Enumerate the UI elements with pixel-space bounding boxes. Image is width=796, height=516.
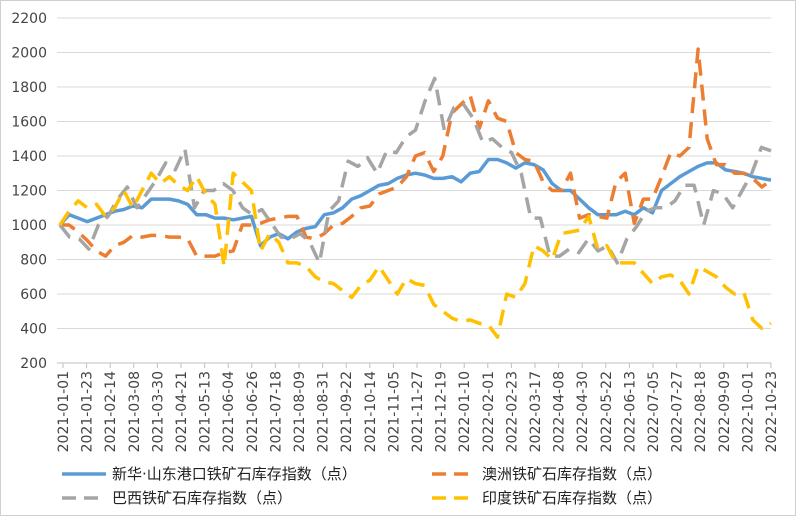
x-tick-label: 2022-08-18 — [693, 371, 709, 452]
x-tick-label: 2021-01-23 — [80, 371, 96, 452]
series-line-3 — [58, 171, 772, 339]
x-tick-label: 2021-08-09 — [292, 371, 308, 452]
x-tick-label: 2021-02-14 — [103, 371, 119, 452]
x-tick-label: 2021-03-08 — [127, 371, 143, 452]
x-axis: 2021-01-01 2021-01-23 2021-02-14 2021-03-08… — [56, 363, 780, 452]
x-tick-label: 2021-05-13 — [198, 371, 214, 452]
x-tick-label: 2021-06-26 — [245, 371, 261, 452]
x-tick-label: 2021-06-04 — [221, 371, 237, 452]
x-tick-label: 2021-01-01 — [56, 371, 72, 452]
x-tick-label: 2021-07-18 — [268, 371, 284, 452]
x-tick-label: 2022-04-08 — [552, 371, 568, 452]
y-tick-label: 1800 — [11, 80, 47, 96]
x-tick-label: 2022-07-05 — [646, 371, 662, 452]
x-tick-label: 2022-06-13 — [622, 371, 638, 452]
x-tick-label: 2022-03-17 — [528, 371, 544, 452]
x-tick-label: 2022-05-22 — [599, 371, 615, 452]
x-tick-label: 2022-10-23 — [764, 371, 780, 452]
series-lines — [58, 47, 773, 339]
y-tick-label: 800 — [20, 253, 47, 269]
y-tick-label: 1200 — [11, 184, 47, 200]
x-tick-label: 2021-08-31 — [316, 371, 332, 452]
x-tick-label: 2021-12-19 — [434, 371, 450, 452]
y-tick-label: 200 — [20, 356, 47, 372]
legend-label-1: 澳洲铁矿石库存指数（点） — [482, 465, 662, 483]
y-tick-label: 400 — [20, 322, 47, 338]
y-tick-label: 2200 — [11, 11, 47, 27]
legend-label-2: 巴西铁矿石库存指数（点） — [112, 489, 292, 507]
gridlines — [57, 17, 771, 364]
x-tick-label: 2021-11-05 — [386, 371, 402, 452]
x-tick-label: 2022-07-27 — [670, 371, 686, 452]
series-line-2 — [58, 76, 772, 265]
x-tick-label: 2022-01-10 — [457, 371, 473, 452]
y-tick-label: 600 — [20, 287, 47, 303]
legend: 新华·山东港口铁矿石库存指数（点） 澳洲铁矿石库存指数（点） 巴西铁矿石库存指数（点… — [62, 465, 662, 507]
series-line-1 — [60, 47, 773, 258]
y-tick-label: 2000 — [11, 46, 47, 62]
x-tick-label: 2022-04-30 — [575, 371, 591, 452]
x-tick-label: 2021-10-14 — [363, 371, 379, 452]
x-tick-label: 2021-04-21 — [174, 371, 190, 452]
x-tick-label: 2022-10-01 — [740, 371, 756, 452]
y-axis: 200 400 600 800 1000 1200 1400 1600 1800 2000 2200 — [11, 11, 47, 372]
x-tick-label: 2021-09-22 — [339, 371, 355, 452]
y-tick-label: 1600 — [11, 115, 47, 131]
x-tick-label: 2021-11-27 — [410, 371, 426, 452]
legend-label-0: 新华·山东港口铁矿石库存指数（点） — [112, 465, 357, 483]
x-tick-label: 2021-03-30 — [150, 371, 166, 452]
y-tick-label: 1400 — [11, 149, 47, 165]
legend-label-3: 印度铁矿石库存指数（点） — [482, 489, 662, 507]
y-tick-label: 1000 — [11, 218, 47, 234]
x-tick-label: 2022-02-01 — [481, 371, 497, 452]
x-tick-label: 2022-02-23 — [504, 371, 520, 452]
x-tick-label: 2022-09-09 — [717, 371, 733, 452]
series-line-0 — [58, 157, 772, 248]
